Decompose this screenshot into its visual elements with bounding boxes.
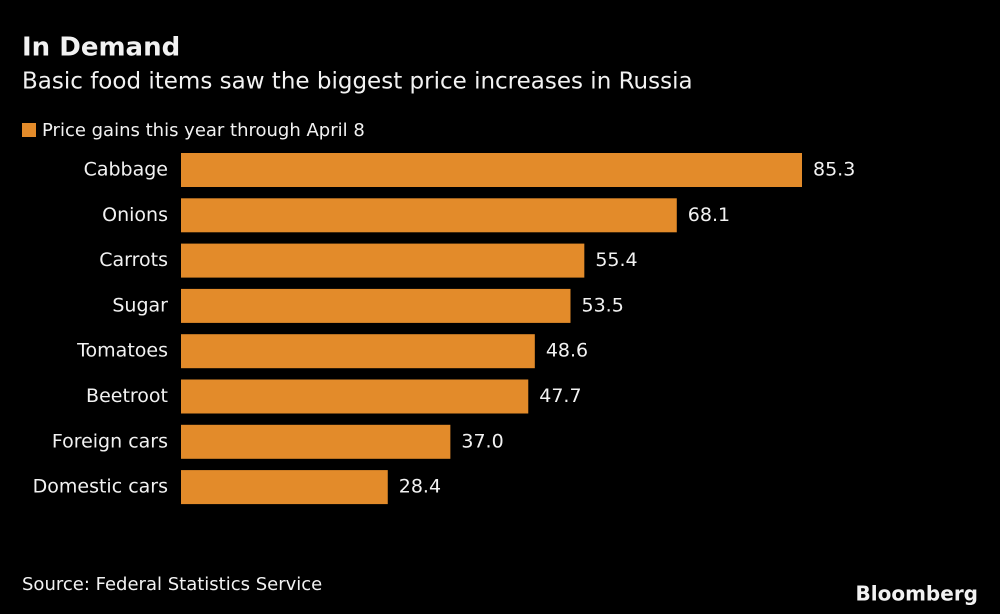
bar	[181, 243, 585, 278]
y-tick-label: Carrots	[99, 249, 168, 271]
bar	[181, 379, 529, 414]
value-label: 53.5	[581, 294, 623, 316]
bar	[181, 334, 535, 369]
y-tick-label: Domestic cars	[33, 476, 168, 498]
value-label: 47.7	[539, 385, 581, 407]
bar	[181, 470, 388, 505]
bar	[181, 198, 677, 233]
value-label: 55.4	[595, 249, 637, 271]
value-label: 85.3	[813, 159, 855, 181]
bar	[181, 424, 451, 459]
legend-label: Price gains this year through April 8	[42, 120, 365, 141]
value-label: 37.0	[461, 430, 503, 452]
y-tick-label: Sugar	[112, 294, 168, 316]
brand: Bloomberg	[856, 582, 978, 606]
value-label: 28.4	[399, 476, 441, 498]
y-tick-label: Foreign cars	[52, 430, 168, 452]
bar	[181, 288, 571, 323]
y-tick-label: Cabbage	[84, 159, 168, 181]
y-tick-label: Tomatoes	[76, 340, 168, 362]
y-tick-label: Onions	[102, 204, 168, 226]
bar	[181, 153, 802, 187]
value-label: 48.6	[546, 340, 588, 362]
source: Source: Federal Statistics Service	[22, 574, 322, 595]
legend-swatch	[22, 123, 36, 137]
y-tick-label: Beetroot	[86, 385, 168, 407]
chart-title: In Demand	[22, 33, 180, 63]
value-label: 68.1	[688, 204, 730, 226]
chart-subtitle: Basic food items saw the biggest price i…	[22, 69, 693, 95]
